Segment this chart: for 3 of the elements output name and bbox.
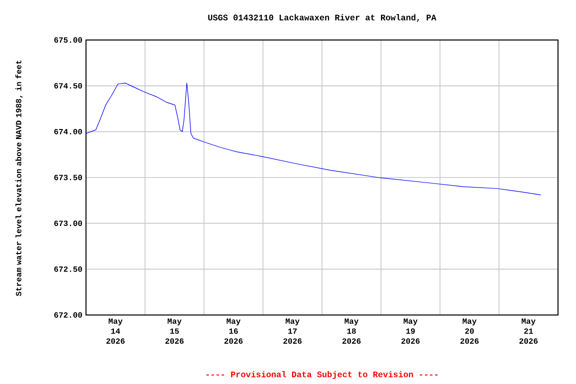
- text: ---- Provisional Data Subject to Revision ----: [206, 371, 438, 379]
- line-series: [86, 82, 542, 196]
- chart-title: USGS 01432110 Lackawaxen River at Rowland, PA: [208, 14, 436, 22]
